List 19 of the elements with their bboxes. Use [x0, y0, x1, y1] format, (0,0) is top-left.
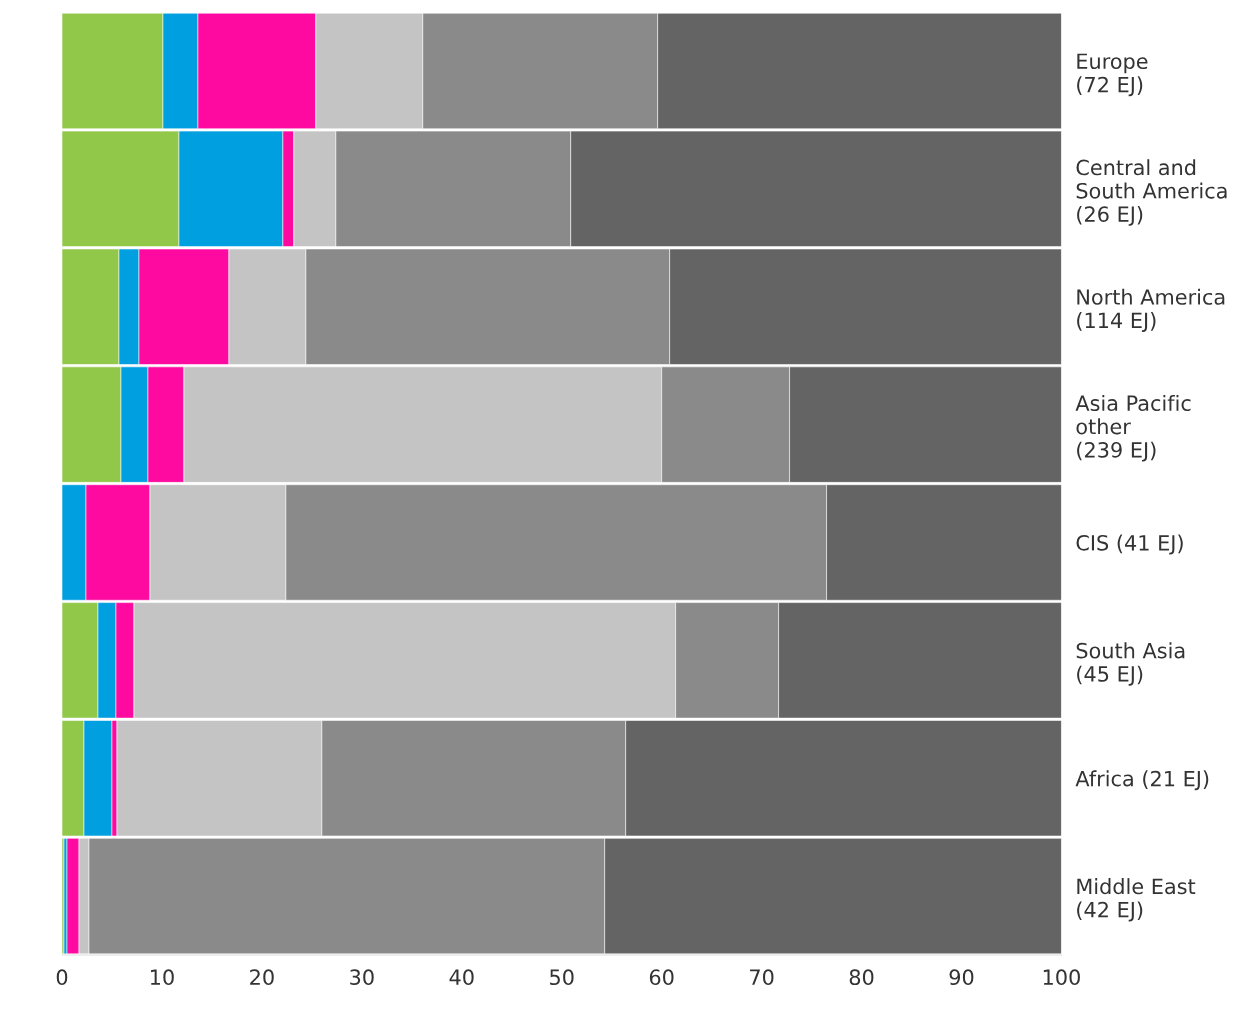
y-tick-label: North America (114 EJ) — [1077, 288, 1225, 333]
x-tick-label: 40 — [449, 969, 474, 986]
x-tick-label: 80 — [849, 969, 874, 986]
x-tick-label: 0 — [56, 969, 68, 986]
y-tick-label: Africa (21 EJ) — [1075, 770, 1209, 791]
x-tick-label: 100 — [1043, 969, 1080, 986]
y-tick-label: CIS (41 EJ) — [1076, 534, 1183, 555]
y-tick-label: Europe (72 EJ) — [1077, 53, 1148, 97]
x-tick-label: 90 — [949, 969, 974, 986]
x-tick-label: 50 — [550, 969, 574, 986]
x-tick-label: 20 — [250, 969, 274, 986]
x-tick-label: 10 — [150, 969, 174, 986]
y-tick-label: South Asia (45 EJ) — [1076, 642, 1185, 686]
x-tick-label: 70 — [750, 969, 774, 986]
x-tick-label: 60 — [649, 969, 674, 986]
x-tick-label: 30 — [350, 969, 374, 986]
y-tick-label: Middle East (42 EJ) — [1077, 878, 1196, 922]
y-tick-label: Asia Pacific other (239 EJ) — [1075, 394, 1191, 462]
y-tick-label: Central and South America (26 EJ) — [1076, 159, 1227, 226]
